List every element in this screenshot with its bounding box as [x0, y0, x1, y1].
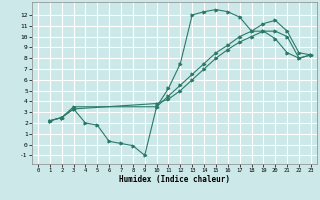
X-axis label: Humidex (Indice chaleur): Humidex (Indice chaleur)	[119, 175, 230, 184]
